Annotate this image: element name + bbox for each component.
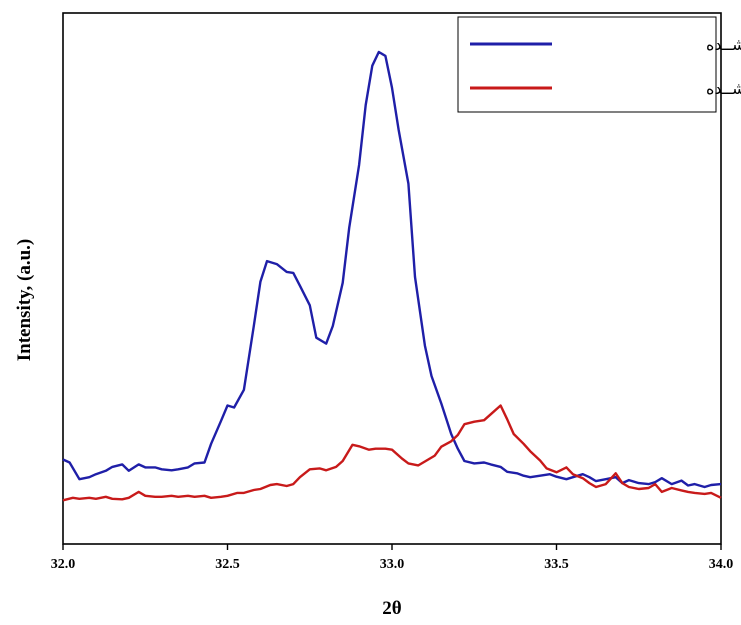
- legend-label-sintered: تفجوشــی شــده: [706, 79, 741, 99]
- x-tick-label-1: 32.5: [215, 557, 240, 572]
- series-line-1: [62, 404, 722, 502]
- x-tick-label-4: 34.0: [709, 557, 734, 572]
- x-axis-ticks: [62, 544, 722, 550]
- legend-label-milled: آســیاشــده: [706, 35, 741, 54]
- x-tick-label-2: 33.0: [380, 557, 405, 572]
- y-axis-title: Intensity, (a.u.): [14, 239, 35, 361]
- x-axis-tick-labels: 32.0 32.5 33.0 33.5 34.0: [51, 557, 734, 572]
- x-tick-label-3: 33.5: [544, 557, 569, 572]
- legend-box: [457, 16, 717, 113]
- legend: آســیاشــده تفجوشــی شــده: [457, 16, 741, 113]
- x-axis-title: 2θ: [382, 598, 402, 619]
- x-tick-label-0: 32.0: [51, 557, 76, 572]
- series-line-0: [62, 50, 722, 489]
- series-lines: [62, 50, 722, 502]
